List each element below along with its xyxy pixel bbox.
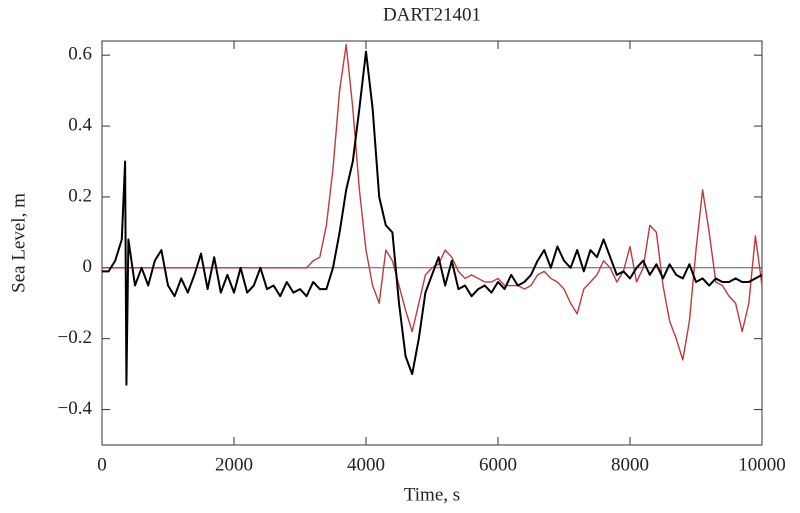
x-tick-label: 8000 xyxy=(611,454,649,475)
x-tick-label: 6000 xyxy=(479,454,517,475)
chart-title: DART21401 xyxy=(383,4,481,25)
y-tick-label: 0.2 xyxy=(68,185,92,206)
y-axis-label: Sea Level, m xyxy=(8,193,29,293)
x-tick-label: 0 xyxy=(97,454,107,475)
x-tick-label: 4000 xyxy=(347,454,385,475)
y-tick-label: 0.4 xyxy=(68,114,92,135)
series-line xyxy=(102,50,763,386)
y-tick-label: 0.6 xyxy=(68,44,92,65)
y-tick-label: −0.4 xyxy=(58,398,93,419)
x-tick-label: 2000 xyxy=(215,454,253,475)
x-axis-label: Time, s xyxy=(404,484,460,505)
series-line xyxy=(102,43,763,361)
plot-frame xyxy=(101,40,763,446)
x-tick-label: 10000 xyxy=(738,454,786,475)
y-tick-label: 0 xyxy=(83,256,93,277)
y-tick-label: −0.2 xyxy=(58,327,92,348)
